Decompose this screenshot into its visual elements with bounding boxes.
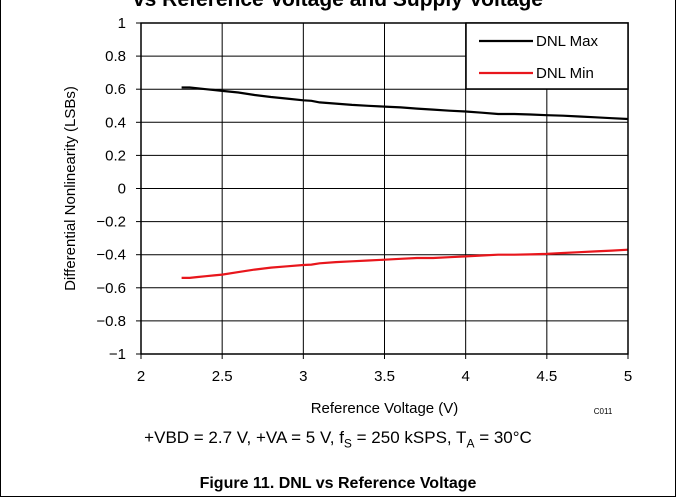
x-tick-label: 4 [461, 368, 469, 385]
chart-series [181, 86, 629, 279]
series-line-dnl-max [181, 86, 629, 121]
x-tick-label: 3 [299, 368, 307, 385]
y-tick-label: 0.2 [105, 147, 126, 164]
series-line-dnl-min [181, 248, 629, 279]
x-tick-label: 3.5 [374, 368, 395, 385]
figure-code-label: C011 [594, 407, 613, 416]
y-axis-label: Differential Nonlinearity (LSBs) [62, 86, 79, 291]
x-tick-label: 2.5 [212, 368, 233, 385]
x-tick-label: 2 [137, 368, 145, 385]
figure-title-text: vs Reference Voltage and Supply Voltage [0, 0, 676, 11]
y-tick-label: −1 [109, 346, 126, 363]
y-tick-label: −0.2 [96, 214, 126, 231]
y-tick-label: −0.6 [96, 280, 126, 297]
y-tick-label: 1 [118, 15, 126, 32]
x-axis-ticks: 2 2.5 3 3.5 4 4.5 5 [137, 354, 632, 385]
legend-label-dnl-min: DNL Min [536, 65, 594, 82]
y-axis-ticks: 1 0.8 0.6 0.4 0.2 0 −0.2 −0.4 −0.6 −0.8 −1 [96, 15, 141, 363]
x-tick-label: 5 [624, 368, 632, 385]
y-tick-label: 0.4 [105, 114, 126, 131]
y-tick-label: 0.8 [105, 48, 126, 65]
figure-caption: Figure 11. DNL vs Reference Voltage [199, 475, 477, 492]
figure-title-cropped: vs Reference Voltage and Supply Voltage [0, 0, 676, 11]
test-conditions: +VBD = 2.7 V, +VA = 5 V, fS = 250 kSPS, … [0, 428, 676, 453]
x-tick-label: 4.5 [536, 368, 557, 385]
legend-box [465, 22, 629, 90]
legend-label-dnl-max: DNL Max [536, 33, 598, 50]
y-tick-label: −0.8 [96, 313, 126, 330]
conditions-text-1: +VBD = 2.7 V, +VA = 5 V, f [144, 428, 344, 447]
y-tick-label: 0.6 [105, 81, 126, 98]
conditions-ta-subscript: A [466, 436, 475, 451]
conditions-fs-subscript: S [343, 436, 352, 451]
conditions-text-2: = 250 kSPS, T [351, 428, 467, 447]
conditions-text-3: = 30°C [474, 428, 532, 447]
x-axis-label: Reference Voltage (V) [311, 400, 459, 417]
y-tick-label: 0 [118, 181, 126, 198]
chart-legend: DNL Max DNL Min [465, 22, 629, 90]
y-tick-label: −0.4 [96, 247, 126, 264]
